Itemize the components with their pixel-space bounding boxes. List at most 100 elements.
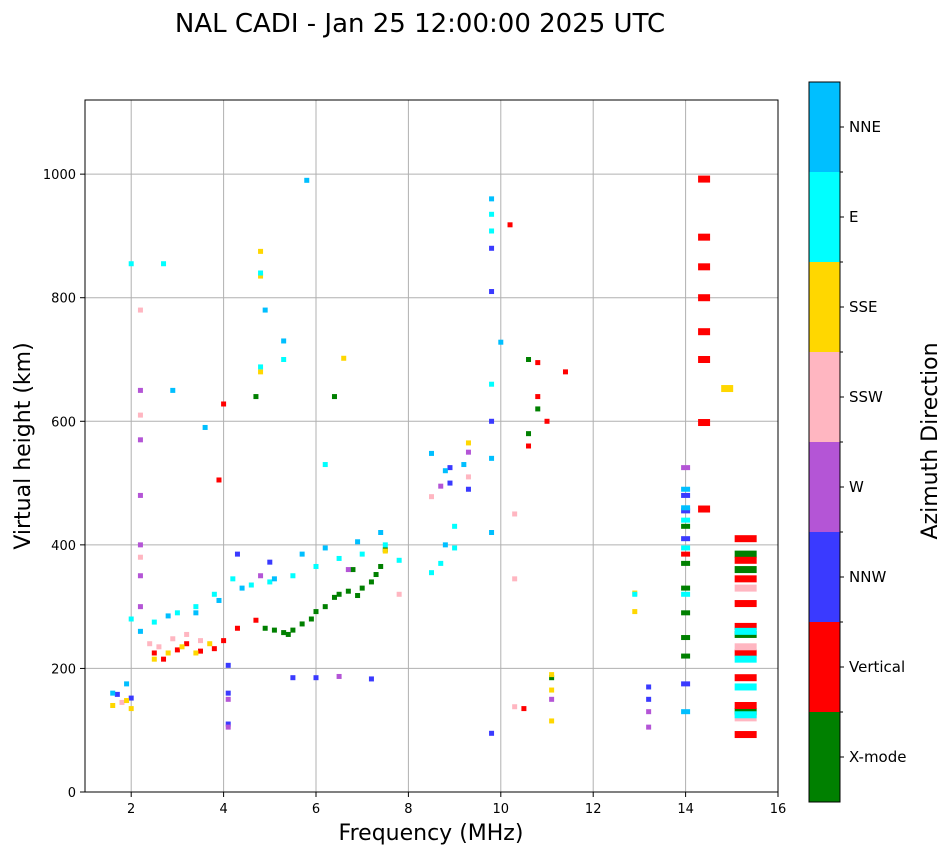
data-point (535, 406, 541, 412)
chart-title: NAL CADI - Jan 25 12:00:00 2025 UTC (175, 9, 665, 39)
data-point (193, 610, 199, 616)
data-point (734, 683, 757, 691)
data-point (267, 579, 273, 585)
data-point (322, 462, 328, 468)
data-point (681, 536, 691, 542)
data-point (336, 591, 342, 597)
data-point (137, 307, 143, 313)
data-point (202, 424, 208, 430)
data-point (382, 542, 388, 548)
data-point (281, 357, 287, 362)
data-point (137, 492, 143, 498)
data-point (198, 648, 203, 654)
data-point (734, 535, 757, 543)
data-point (373, 572, 379, 578)
y-tick-label: 400 (51, 539, 76, 554)
data-point (489, 381, 495, 387)
data-point (137, 604, 143, 610)
colorbar-segment (809, 262, 840, 352)
data-point (137, 542, 143, 548)
data-point (698, 263, 711, 271)
data-point (646, 696, 652, 702)
y-tick-label: 800 (51, 292, 76, 307)
series-x-mode (253, 357, 757, 716)
data-point (526, 357, 532, 362)
data-point (681, 681, 691, 687)
data-point (211, 646, 217, 652)
data-point (526, 443, 532, 449)
x-tick-label: 4 (219, 802, 227, 817)
data-point (271, 627, 277, 633)
y-tick-label: 0 (68, 786, 76, 801)
data-point (681, 585, 691, 591)
data-point (465, 440, 471, 446)
data-point (165, 613, 171, 619)
data-point (137, 437, 143, 443)
data-point (521, 706, 527, 712)
data-point (734, 575, 757, 583)
y-axis-ticks: 0 200 400 600 800 1000 (43, 168, 85, 801)
data-point (734, 674, 757, 682)
data-point (438, 483, 444, 489)
data-point (258, 270, 264, 276)
data-point (698, 356, 711, 363)
data-point (489, 211, 495, 217)
data-point (549, 675, 555, 681)
data-point (734, 643, 757, 651)
data-point (489, 730, 495, 736)
data-point (429, 494, 434, 500)
data-point (396, 591, 402, 597)
data-point (734, 550, 757, 558)
data-point (216, 597, 222, 603)
x-tick-label: 10 (493, 802, 510, 817)
data-point (442, 468, 448, 474)
data-point (221, 638, 227, 644)
data-point (151, 656, 157, 662)
colorbar-tick-label: Vertical (849, 658, 905, 676)
data-point (646, 684, 652, 690)
x-tick-label: 2 (127, 802, 135, 817)
data-point (368, 676, 374, 682)
colorbar-segment (809, 172, 840, 262)
data-point (110, 690, 116, 696)
data-point (170, 387, 176, 393)
data-point (698, 233, 711, 241)
data-point (378, 563, 384, 569)
data-point (225, 724, 231, 730)
data-point (681, 591, 691, 597)
data-point (681, 551, 691, 557)
data-point (681, 486, 691, 492)
data-point (253, 394, 259, 400)
data-point (355, 539, 361, 545)
data-point (290, 573, 296, 579)
grid-lines (85, 100, 779, 793)
data-point (734, 649, 757, 657)
colorbar-tick-label: X-mode (849, 748, 906, 766)
series-e (128, 211, 757, 719)
data-point (313, 609, 319, 615)
data-point (681, 610, 691, 616)
data-point (258, 364, 264, 370)
data-point (489, 289, 495, 295)
data-point (234, 551, 240, 557)
data-point (734, 627, 757, 635)
data-point (382, 548, 388, 554)
data-point (549, 696, 555, 702)
colorbar-segment (809, 82, 840, 172)
data-point (161, 656, 167, 662)
colorbar-segment (809, 712, 840, 802)
data-point (535, 360, 541, 366)
colorbar-tick-label: SSE (849, 298, 878, 316)
data-point (198, 638, 203, 644)
data-point (452, 545, 458, 551)
data-point (271, 576, 277, 582)
data-point (465, 474, 471, 480)
x-tick-label: 16 (770, 802, 787, 817)
data-point (698, 294, 711, 302)
data-point (698, 328, 711, 336)
data-point (262, 307, 268, 313)
colorbar-tick-label: NNE (849, 118, 881, 136)
data-point (230, 576, 236, 582)
series-w (137, 387, 691, 730)
